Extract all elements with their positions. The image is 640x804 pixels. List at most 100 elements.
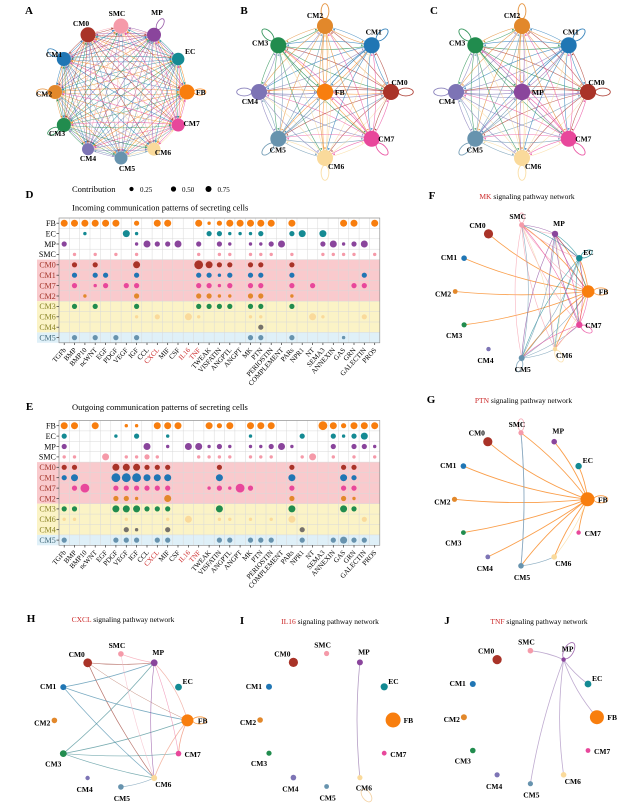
svg-text:EC: EC — [592, 674, 602, 683]
svg-text:EC: EC — [46, 229, 56, 238]
svg-text:EC: EC — [583, 248, 593, 257]
svg-text:CM4: CM4 — [39, 323, 55, 332]
svg-text:SMC: SMC — [314, 641, 331, 650]
svg-text:CM3: CM3 — [45, 760, 61, 769]
svg-text:Incoming communication pattern: Incoming communication patterns of secre… — [72, 203, 248, 213]
svg-text:CM3: CM3 — [449, 38, 465, 47]
svg-text:CM7: CM7 — [378, 135, 394, 144]
svg-text:CM5: CM5 — [515, 365, 531, 374]
svg-text:CM5: CM5 — [270, 146, 286, 155]
svg-text:FB: FB — [598, 495, 608, 504]
svg-text:CM3: CM3 — [252, 38, 268, 47]
svg-text:J: J — [444, 615, 450, 627]
svg-text:CM7: CM7 — [39, 281, 55, 290]
svg-text:CM0: CM0 — [274, 649, 290, 658]
svg-text:CM0: CM0 — [39, 261, 55, 270]
svg-text:FB: FB — [46, 422, 56, 431]
svg-text:G: G — [427, 394, 436, 406]
svg-text:CM6: CM6 — [39, 515, 55, 524]
svg-text:CM4: CM4 — [477, 356, 493, 365]
svg-text:CM3: CM3 — [39, 505, 55, 514]
svg-text:CM1: CM1 — [39, 271, 55, 280]
svg-text:CM1: CM1 — [40, 682, 56, 691]
svg-text:CM1: CM1 — [450, 679, 466, 688]
svg-text:CM4: CM4 — [477, 564, 493, 573]
svg-text:CM1: CM1 — [440, 461, 456, 470]
svg-text:CM2: CM2 — [504, 11, 520, 20]
svg-text:CM5: CM5 — [114, 794, 130, 803]
svg-text:CM3: CM3 — [39, 302, 55, 311]
svg-text:CM4: CM4 — [80, 154, 96, 163]
svg-text:CM7: CM7 — [390, 750, 406, 759]
svg-text:FB: FB — [404, 716, 414, 725]
svg-text:Contribution: Contribution — [72, 184, 116, 194]
svg-text:CM4: CM4 — [486, 782, 502, 791]
svg-text:CM1: CM1 — [563, 27, 579, 36]
svg-text:FB: FB — [607, 713, 617, 722]
svg-text:TNF signaling pathway network: TNF signaling pathway network — [490, 617, 588, 626]
svg-text:CM6: CM6 — [525, 162, 541, 171]
svg-text:CM7: CM7 — [184, 119, 200, 128]
svg-text:MP: MP — [44, 442, 56, 451]
svg-text:MP: MP — [44, 240, 56, 249]
svg-text:MP: MP — [562, 645, 574, 654]
svg-text:CM0: CM0 — [39, 463, 55, 472]
svg-text:MP: MP — [532, 88, 544, 97]
svg-text:CM7: CM7 — [39, 484, 55, 493]
svg-text:CM7: CM7 — [585, 321, 601, 330]
svg-text:CM2: CM2 — [434, 497, 450, 506]
svg-text:CM3: CM3 — [445, 539, 461, 548]
svg-text:CM5: CM5 — [319, 794, 335, 803]
svg-text:A: A — [25, 5, 33, 17]
svg-text:E: E — [26, 401, 33, 413]
svg-text:CM6: CM6 — [155, 780, 171, 789]
svg-text:SMC: SMC — [39, 250, 56, 259]
svg-text:H: H — [27, 613, 36, 625]
svg-text:CM3: CM3 — [251, 759, 267, 768]
svg-text:SMC: SMC — [109, 641, 126, 650]
svg-text:CM1: CM1 — [441, 253, 457, 262]
svg-text:CM5: CM5 — [467, 146, 483, 155]
svg-text:MP: MP — [552, 427, 564, 436]
svg-text:CM6: CM6 — [555, 559, 571, 568]
svg-text:FB: FB — [599, 288, 609, 297]
svg-text:I: I — [240, 615, 244, 627]
svg-text:CM7: CM7 — [185, 750, 201, 759]
svg-text:CM2: CM2 — [39, 494, 55, 503]
svg-text:SMC: SMC — [518, 638, 535, 647]
svg-text:CM0: CM0 — [73, 19, 89, 28]
svg-text:CM4: CM4 — [39, 526, 55, 535]
svg-text:EC: EC — [185, 47, 195, 56]
svg-text:MP: MP — [152, 648, 164, 657]
svg-text:PTN signaling pathway network: PTN signaling pathway network — [475, 396, 573, 405]
svg-text:CM4: CM4 — [439, 97, 455, 106]
svg-text:CM6: CM6 — [356, 784, 372, 793]
svg-text:CM0: CM0 — [588, 78, 604, 87]
svg-text:F: F — [429, 190, 436, 202]
svg-text:FB: FB — [196, 88, 206, 97]
svg-text:CM6: CM6 — [556, 351, 572, 360]
svg-text:CM1: CM1 — [46, 50, 62, 59]
svg-text:CM2: CM2 — [36, 90, 52, 99]
svg-text:EC: EC — [388, 677, 398, 686]
svg-text:MP: MP — [358, 647, 370, 656]
svg-text:CM6: CM6 — [565, 777, 581, 786]
svg-text:CM2: CM2 — [307, 11, 323, 20]
svg-text:FB: FB — [46, 219, 56, 228]
svg-text:CM5: CM5 — [523, 791, 539, 800]
svg-text:SMC: SMC — [509, 420, 526, 429]
svg-text:CM1: CM1 — [246, 682, 262, 691]
svg-text:CM4: CM4 — [242, 97, 258, 106]
svg-text:CM0: CM0 — [391, 78, 407, 87]
svg-text:0.75: 0.75 — [218, 186, 231, 194]
svg-text:0.50: 0.50 — [182, 186, 195, 194]
svg-text:CM0: CM0 — [469, 429, 485, 438]
svg-text:MP: MP — [151, 8, 163, 17]
svg-text:D: D — [26, 189, 34, 201]
svg-text:FB: FB — [198, 716, 208, 725]
svg-text:EC: EC — [183, 677, 193, 686]
svg-text:CM2: CM2 — [39, 292, 55, 301]
svg-text:CM5: CM5 — [119, 164, 135, 173]
svg-text:C: C — [430, 5, 438, 17]
svg-text:IL16 signaling pathway network: IL16 signaling pathway network — [281, 617, 379, 626]
